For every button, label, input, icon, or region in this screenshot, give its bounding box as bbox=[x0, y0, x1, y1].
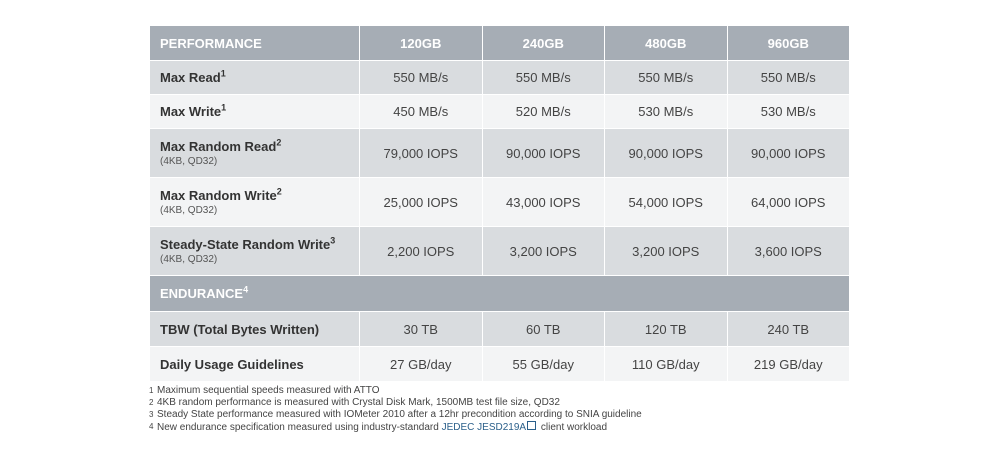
row-label: Max Read1 bbox=[149, 60, 360, 95]
footnote-ref: 3 bbox=[330, 235, 336, 246]
table-cell: 530 MB/s bbox=[726, 94, 850, 129]
table-cell: 54,000 IOPS bbox=[604, 177, 728, 227]
row-label: Max Random Write2 (4KB, QD32) bbox=[149, 177, 360, 227]
table-row: Max Read1 550 MB/s 550 MB/s 550 MB/s 550… bbox=[149, 60, 850, 95]
table-cell: 3,200 IOPS bbox=[604, 226, 728, 276]
footnote-text: Steady State performance measured with I… bbox=[157, 409, 642, 420]
footnote-ref: 2 bbox=[276, 137, 282, 148]
row-label-text: Max Read bbox=[160, 70, 221, 85]
table-cell: 27 GB/day bbox=[359, 346, 483, 382]
table-cell: 64,000 IOPS bbox=[726, 177, 850, 227]
footnote-number: 3 bbox=[149, 410, 154, 419]
jedec-link[interactable]: JEDEC JESD219A bbox=[441, 422, 527, 433]
row-label-text: Max Write bbox=[160, 104, 222, 119]
footnote-ref: 1 bbox=[220, 68, 226, 79]
table-cell: 55 GB/day bbox=[481, 346, 605, 382]
row-label: Steady-State Random Write3 (4KB, QD32) bbox=[149, 226, 360, 276]
footnote: 1 Maximum sequential speeds measured with… bbox=[149, 385, 869, 397]
footnote-ref: 4 bbox=[243, 284, 249, 295]
table-cell: 120 TB bbox=[604, 311, 728, 347]
footnote-number: 1 bbox=[149, 386, 154, 395]
table-row: Daily Usage Guidelines 27 GB/day 55 GB/d… bbox=[149, 346, 850, 382]
table-cell: 240 TB bbox=[726, 311, 850, 347]
table-cell: 2,200 IOPS bbox=[359, 226, 483, 276]
footnote: 3 Steady State performance measured with … bbox=[149, 409, 869, 421]
endurance-header-row: ENDURANCE4 bbox=[149, 275, 850, 312]
table-cell: 219 GB/day bbox=[726, 346, 850, 382]
spec-table: PERFORMANCE 120GB 240GB 480GB 960GB Max … bbox=[149, 25, 850, 382]
footnotes: 1 Maximum sequential speeds measured with… bbox=[149, 385, 869, 434]
footnote-text: client workload bbox=[538, 422, 608, 433]
row-label-text: Max Random Write bbox=[160, 188, 277, 203]
capacity-header: 960GB bbox=[726, 25, 850, 61]
table-cell: 43,000 IOPS bbox=[481, 177, 605, 227]
footnote-text: Maximum sequential speeds measured with … bbox=[157, 385, 380, 396]
external-link-icon[interactable] bbox=[527, 421, 537, 430]
capacity-header: 480GB bbox=[604, 25, 728, 61]
table-row: Max Write1 450 MB/s 520 MB/s 530 MB/s 53… bbox=[149, 94, 850, 129]
row-label-text: Max Random Read bbox=[160, 139, 277, 154]
row-detail: (4KB, QD32) bbox=[160, 205, 218, 216]
row-label: Max Random Read2 (4KB, QD32) bbox=[149, 128, 360, 178]
table-cell: 60 TB bbox=[481, 311, 605, 347]
row-label: Daily Usage Guidelines bbox=[149, 346, 360, 382]
footnote-text: 4KB random performance is measured with … bbox=[157, 397, 560, 408]
footnote-ref: 2 bbox=[276, 186, 282, 197]
table-cell: 30 TB bbox=[359, 311, 483, 347]
table-cell: 450 MB/s bbox=[359, 94, 483, 129]
table-cell: 550 MB/s bbox=[604, 60, 728, 95]
endurance-heading-text: ENDURANCE bbox=[160, 286, 244, 301]
table-cell: 3,200 IOPS bbox=[481, 226, 605, 276]
table-cell: 530 MB/s bbox=[604, 94, 728, 129]
row-detail: (4KB, QD32) bbox=[160, 254, 218, 265]
footnote: 4 New endurance specification measured us… bbox=[149, 421, 869, 434]
capacity-header: 120GB bbox=[359, 25, 483, 61]
table-cell: 90,000 IOPS bbox=[726, 128, 850, 178]
table-row: TBW (Total Bytes Written) 30 TB 60 TB 12… bbox=[149, 311, 850, 347]
footnote: 2 4KB random performance is measured with… bbox=[149, 397, 869, 409]
row-label-text: Steady-State Random Write bbox=[160, 237, 331, 252]
endurance-heading: ENDURANCE4 bbox=[149, 275, 850, 312]
row-label: TBW (Total Bytes Written) bbox=[149, 311, 360, 347]
table-cell: 90,000 IOPS bbox=[481, 128, 605, 178]
table-cell: 550 MB/s bbox=[359, 60, 483, 95]
performance-heading: PERFORMANCE bbox=[149, 25, 360, 61]
footnote-number: 4 bbox=[149, 422, 154, 431]
row-detail: (4KB, QD32) bbox=[160, 156, 218, 167]
footnote-number: 2 bbox=[149, 398, 154, 407]
footnote-ref: 1 bbox=[221, 102, 227, 113]
table-row: Max Random Read2 (4KB, QD32) 79,000 IOPS … bbox=[149, 128, 850, 178]
footnote-text: New endurance specification measured usi… bbox=[157, 422, 442, 433]
table-cell: 550 MB/s bbox=[726, 60, 850, 95]
table-cell: 520 MB/s bbox=[481, 94, 605, 129]
table-cell: 25,000 IOPS bbox=[359, 177, 483, 227]
capacity-header: 240GB bbox=[481, 25, 605, 61]
table-cell: 90,000 IOPS bbox=[604, 128, 728, 178]
table-cell: 79,000 IOPS bbox=[359, 128, 483, 178]
table-row: Steady-State Random Write3 (4KB, QD32) 2,… bbox=[149, 226, 850, 276]
row-label: Max Write1 bbox=[149, 94, 360, 129]
table-row: Max Random Write2 (4KB, QD32) 25,000 IOPS… bbox=[149, 177, 850, 227]
table-cell: 110 GB/day bbox=[604, 346, 728, 382]
table-cell: 3,600 IOPS bbox=[726, 226, 850, 276]
performance-header-row: PERFORMANCE 120GB 240GB 480GB 960GB bbox=[149, 25, 850, 61]
table-cell: 550 MB/s bbox=[481, 60, 605, 95]
